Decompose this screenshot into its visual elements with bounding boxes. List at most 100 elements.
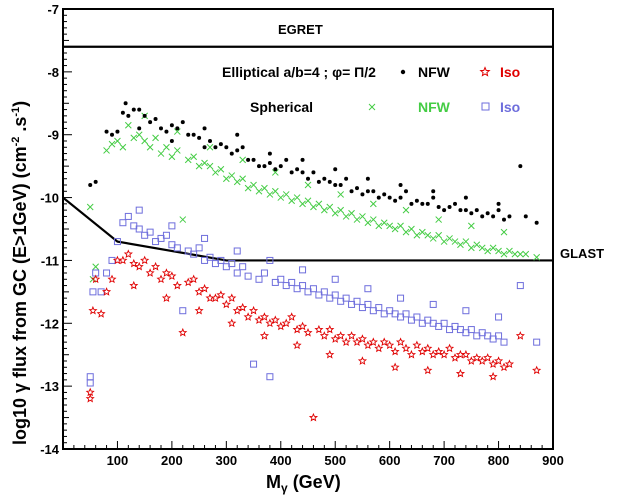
- spherical-nfw-point: [157, 150, 165, 157]
- elliptical-iso-point: [276, 321, 286, 331]
- spherical-nfw-point: [457, 241, 464, 249]
- elliptical-iso-point: [216, 290, 226, 299]
- spherical-iso-point: [309, 285, 317, 293]
- spherical-nfw-point: [228, 172, 236, 179]
- legend-spherical-iso-text: Iso: [500, 99, 520, 115]
- spherical-nfw-point: [195, 162, 203, 170]
- legend-elliptical-iso-text: Iso: [500, 64, 520, 80]
- elliptical-nfw-point: [518, 164, 523, 169]
- elliptical-iso-point: [493, 356, 504, 365]
- legend-row2-label: Spherical: [250, 99, 313, 115]
- spherical-nfw-point: [293, 194, 301, 201]
- y-tick-label: -7: [47, 2, 59, 17]
- elliptical-nfw-point: [507, 214, 512, 219]
- spherical-iso-point: [320, 288, 328, 296]
- elliptical-nfw-point: [148, 120, 153, 125]
- spherical-nfw-point: [239, 156, 247, 164]
- spherical-nfw-point: [239, 175, 247, 183]
- spherical-nfw-point: [369, 216, 377, 223]
- elliptical-nfw-point: [322, 176, 327, 181]
- y-tick-label: -12: [40, 316, 59, 331]
- elliptical-iso-point: [444, 343, 455, 353]
- glast-line: [63, 196, 553, 262]
- elliptical-nfw-point: [159, 126, 163, 131]
- spherical-iso-point: [500, 338, 508, 346]
- legend-elliptical-nfw-text: NFW: [418, 64, 451, 80]
- x-tick-label: 100: [107, 453, 129, 468]
- spherical-iso-point: [250, 360, 258, 368]
- spherical-nfw-point: [369, 200, 377, 208]
- legend-elliptical-iso-marker: [479, 66, 491, 77]
- elliptical-nfw-point: [365, 176, 370, 181]
- spherical-iso-point: [195, 244, 203, 252]
- x-axis: 100 200 300 400 500 600 700 800 900: [62, 441, 564, 468]
- elliptical-nfw-point: [295, 167, 300, 172]
- elliptical-iso-point: [428, 349, 438, 359]
- elliptical-iso-point: [292, 340, 302, 350]
- spherical-nfw-point: [375, 222, 383, 230]
- elliptical-iso-point: [91, 274, 101, 284]
- spherical-nfw-point: [179, 216, 187, 223]
- spherical-nfw-point: [440, 238, 448, 245]
- elliptical-iso-point: [357, 356, 368, 365]
- spherical-iso-point: [233, 247, 241, 255]
- elliptical-iso-point: [270, 315, 280, 325]
- elliptical-iso-point: [390, 346, 400, 356]
- elliptical-nfw-point: [273, 167, 278, 172]
- spherical-iso-point: [364, 285, 372, 293]
- spherical-nfw-point: [364, 219, 372, 227]
- glast-label: GLAST: [560, 246, 604, 261]
- elliptical-nfw-point: [376, 195, 381, 200]
- spherical-nfw-point: [86, 203, 94, 211]
- spherical-nfw-point: [92, 263, 100, 271]
- spherical-iso-point: [97, 288, 105, 296]
- elliptical-nfw-point: [420, 201, 425, 206]
- spherical-iso-point: [206, 253, 214, 261]
- spherical-nfw-point: [135, 131, 143, 139]
- elliptical-nfw-point: [175, 126, 180, 131]
- spherical-nfw-point: [326, 203, 334, 211]
- elliptical-nfw-point: [240, 145, 245, 150]
- elliptical-nfw-point: [333, 183, 338, 187]
- spherical-nfw-point: [353, 216, 361, 223]
- elliptical-nfw-point: [447, 205, 452, 209]
- spherical-iso-point: [201, 234, 209, 242]
- elliptical-iso-point: [161, 293, 172, 303]
- elliptical-iso-point: [183, 277, 193, 287]
- spherical-nfw-point: [462, 238, 470, 245]
- x-tick-label: 900: [542, 453, 564, 468]
- elliptical-iso-point: [221, 299, 231, 309]
- elliptical-iso-point: [455, 368, 466, 378]
- spherical-iso-point: [255, 275, 263, 283]
- spherical-nfw-point: [386, 222, 394, 230]
- legend: Elliptical a/b=4 ; φ= Π/2 NFW Iso Spheri…: [222, 64, 520, 115]
- elliptical-nfw-point: [289, 170, 294, 175]
- x-tick-label: 700: [433, 453, 455, 468]
- elliptical-iso-point: [423, 343, 433, 353]
- elliptical-iso-point: [161, 268, 172, 277]
- elliptical-iso-point: [308, 412, 319, 422]
- elliptical-nfw-point: [480, 214, 485, 219]
- spherical-iso-point: [375, 304, 383, 312]
- elliptical-nfw-point: [137, 107, 142, 112]
- spherical-nfw-point: [277, 194, 285, 201]
- elliptical-iso-point: [259, 312, 270, 321]
- spherical-iso-point: [440, 319, 448, 327]
- elliptical-iso-point: [167, 271, 177, 281]
- elliptical-iso-point: [140, 255, 150, 265]
- spherical-iso-point: [135, 206, 143, 214]
- elliptical-nfw-point: [469, 211, 474, 216]
- spherical-iso-point: [266, 256, 274, 264]
- spherical-iso-point: [299, 266, 307, 274]
- y-tick-label: -8: [47, 65, 59, 80]
- spherical-iso-point: [397, 294, 405, 302]
- spherical-nfw-point: [418, 228, 426, 236]
- elliptical-nfw-point: [120, 110, 125, 115]
- elliptical-nfw-point: [382, 192, 387, 197]
- spherical-nfw-point: [451, 238, 459, 245]
- spherical-nfw-point: [495, 247, 502, 255]
- elliptical-nfw-point: [393, 198, 398, 203]
- elliptical-nfw-point: [104, 129, 109, 134]
- elliptical-nfw-point: [349, 189, 354, 194]
